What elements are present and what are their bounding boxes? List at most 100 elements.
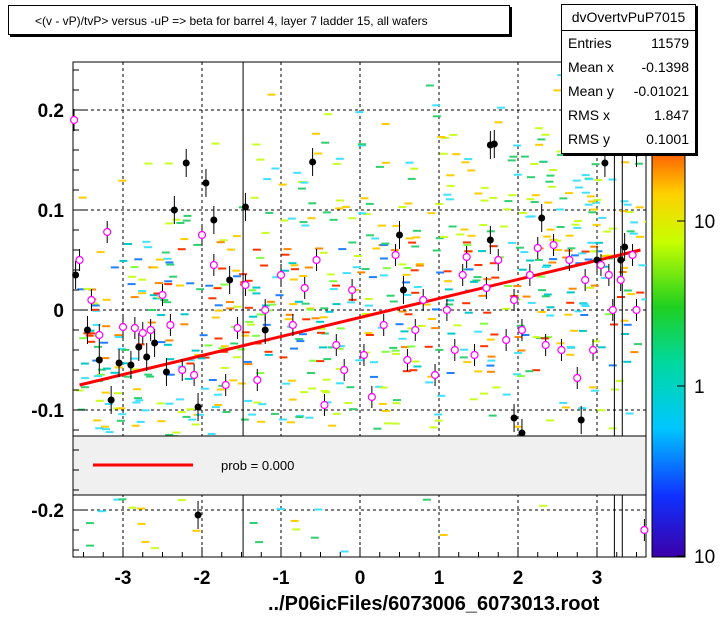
- heatmap-cell: [572, 179, 581, 182]
- profile-point: [83, 326, 91, 334]
- heatmap-cell: [486, 338, 495, 341]
- colorbar: [651, 152, 686, 558]
- heatmap-cell: [641, 298, 646, 301]
- heatmap-cell: [593, 198, 602, 201]
- x-tick-label: 3: [592, 568, 603, 589]
- mean-point: [482, 283, 491, 293]
- heatmap-cell: [398, 337, 407, 340]
- heatmap-cell: [365, 304, 373, 307]
- heatmap-cell: [118, 498, 127, 501]
- heatmap-cell: [578, 407, 587, 410]
- heatmap-cell: [92, 323, 101, 326]
- heatmap-cell: [226, 301, 234, 303]
- heatmap-cell: [357, 271, 366, 274]
- heatmap-cell: [404, 313, 413, 316]
- heatmap-cell: [216, 388, 225, 391]
- heatmap-cell: [589, 386, 598, 389]
- heatmap-cell: [456, 233, 465, 236]
- heatmap-cell: [361, 313, 370, 315]
- profile-point: [202, 179, 210, 187]
- heatmap-cell: [579, 302, 588, 305]
- heatmap-cell: [403, 267, 412, 269]
- heatmap-cell: [103, 367, 111, 370]
- heatmap-cell: [308, 387, 316, 390]
- heatmap-cell: [165, 339, 174, 342]
- heatmap-cell: [192, 529, 201, 532]
- heatmap-cell: [601, 277, 610, 279]
- heatmap-cell: [199, 334, 208, 337]
- heatmap-cell: [335, 157, 344, 160]
- heatmap-cell: [315, 247, 324, 250]
- heatmap-cell: [581, 250, 590, 253]
- heatmap-cell: [298, 187, 306, 190]
- heatmap-cell: [392, 224, 401, 227]
- mean-point: [209, 260, 218, 270]
- heatmap-cell: [594, 241, 603, 244]
- heatmap-cell: [85, 522, 94, 525]
- heatmap-cell: [332, 284, 340, 287]
- heatmap-cell: [322, 391, 331, 394]
- heatmap-cell: [483, 311, 492, 314]
- heatmap-cell: [378, 224, 386, 227]
- heatmap-cell: [384, 422, 393, 425]
- heatmap-cell: [592, 201, 601, 204]
- heatmap-cell: [548, 261, 557, 264]
- heatmap-cell: [182, 219, 191, 222]
- legend-label: prob = 0.000: [221, 458, 294, 473]
- heatmap-cell: [568, 287, 577, 290]
- x-tick-label: -3: [115, 568, 132, 589]
- heatmap-cell: [116, 419, 125, 422]
- heatmap-cell: [437, 136, 446, 138]
- heatmap-cell: [263, 178, 272, 181]
- heatmap-cell: [541, 266, 550, 268]
- heatmap-cell: [404, 202, 413, 205]
- heatmap-cell: [114, 336, 123, 339]
- mean-point: [557, 345, 566, 355]
- mean-point: [616, 275, 625, 285]
- heatmap-cell: [166, 373, 175, 376]
- heatmap-cell: [436, 271, 445, 274]
- mean-points: [69, 115, 649, 535]
- heatmap-cell: [286, 421, 295, 424]
- heatmap-cell: [160, 299, 169, 301]
- heatmap-cell: [96, 373, 105, 376]
- heatmap-cell: [543, 264, 551, 267]
- heatmap-cell: [537, 311, 546, 313]
- heatmap-cell: [268, 303, 277, 306]
- mean-point: [312, 255, 321, 265]
- heatmap-cell: [314, 508, 323, 511]
- heatmap-cell: [95, 399, 104, 402]
- heatmap-cell: [348, 241, 357, 244]
- heatmap-cell: [219, 239, 228, 242]
- mean-point: [549, 240, 558, 250]
- heatmap-cell: [504, 200, 513, 203]
- heatmap-cell: [366, 234, 375, 237]
- heatmap-cell: [489, 196, 498, 199]
- heatmap-cell: [302, 318, 311, 321]
- heatmap-cell: [415, 264, 424, 267]
- heatmap-cell: [544, 336, 552, 339]
- heatmap-cell: [124, 243, 132, 245]
- heatmap-cell: [401, 346, 409, 349]
- heatmap-cell: [517, 349, 526, 352]
- heatmap-cell: [270, 412, 279, 415]
- mean-point: [391, 250, 400, 260]
- heatmap-cell: [432, 104, 441, 107]
- heatmap-cell: [616, 379, 624, 382]
- profile-point: [115, 359, 123, 367]
- heatmap-cell: [492, 386, 501, 389]
- heatmap-cell: [537, 275, 546, 278]
- heatmap-cell: [362, 213, 371, 216]
- heatmap-cell: [251, 334, 260, 337]
- profile-point: [396, 231, 403, 239]
- heatmap-cell: [381, 350, 390, 353]
- heatmap-cell: [621, 161, 630, 164]
- heatmap-cell: [301, 224, 310, 227]
- heatmap-cell: [289, 303, 298, 306]
- heatmap-cell: [163, 343, 172, 346]
- heatmap-cell: [77, 288, 86, 291]
- heatmap-cell: [358, 143, 367, 146]
- heatmap-cell: [463, 361, 472, 364]
- heatmap-cell: [311, 132, 320, 135]
- heatmap-cell: [527, 176, 535, 179]
